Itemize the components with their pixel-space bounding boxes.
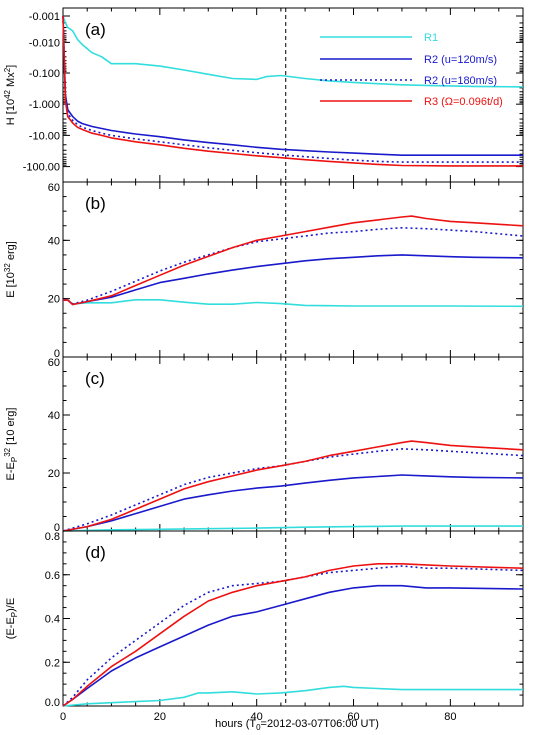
- series-line-r3: [62, 440, 524, 532]
- y-axis-title-part: 42: [3, 89, 12, 98]
- y-tick-label: -100.00: [23, 162, 60, 174]
- y-axis-title-part: (E-E: [5, 617, 17, 639]
- y-tick-label: -0.010: [29, 37, 60, 49]
- y-tick-label: -10.00: [29, 130, 60, 142]
- series-line-r2-u180: [63, 227, 524, 305]
- y-tick-label: 0.4: [45, 614, 60, 626]
- y-tick-label: -1.000: [29, 99, 60, 111]
- series-line-r2-u120: [62, 15, 523, 156]
- y-axis-title-part: E [10: [5, 272, 17, 298]
- x-axis-title-main: hours (T: [215, 718, 256, 730]
- y-tick-label: 0: [54, 348, 60, 360]
- y-tick-label: 0.8: [45, 531, 60, 543]
- y-tick-label: 40: [48, 410, 60, 422]
- y-tick-label: 60: [48, 182, 60, 194]
- series-line-r3: [63, 215, 524, 306]
- panel-label: (d): [85, 543, 106, 562]
- y-tick-label: 40: [48, 235, 60, 247]
- legend-entry-r1: R1: [320, 32, 438, 44]
- series-line-r2-u120: [62, 474, 524, 532]
- y-axis-title-part: E-E: [5, 462, 17, 480]
- panel-d: 0 20 40 60 80 0.0 0.2 0.4 0.6 0.8 (d) (E-EP)/E: [5, 530, 524, 723]
- series-line-r2-u180: [62, 448, 524, 532]
- series-line-r1: [62, 685, 523, 707]
- y-tick-label: -0.001: [29, 11, 60, 23]
- panel-label: (c): [85, 369, 105, 388]
- legend-label-r3: R3 (Ω=0.096t/d): [424, 96, 503, 108]
- panel-label: (a): [85, 20, 106, 39]
- series-line-r1: [63, 298, 524, 308]
- panel-label: (b): [85, 194, 106, 213]
- series-line-r2-u120: [62, 584, 524, 707]
- y-axis-title-part: 2: [3, 67, 12, 72]
- panel-c: 0 20 40 60 (c) E-EP32 [10 erg]: [3, 356, 524, 534]
- x-tick-label: 80: [444, 711, 456, 723]
- x-tick-label: 20: [154, 711, 166, 723]
- y-axis-title-part: Mx: [5, 72, 17, 90]
- y-axis-title-part: erg]: [5, 241, 17, 263]
- series-line-r2-u180: [62, 15, 523, 163]
- panel-frame: [62, 181, 524, 358]
- panel-a: -0.001 -0.010 -0.100 -1.000 -10.00 -100.00 (a)…: [3, 7, 524, 183]
- x-axis-title-sub: 0: [256, 723, 261, 732]
- legend-label-r1: R1: [424, 32, 438, 44]
- y-axis-title: E-EP32 [10 erg]: [3, 408, 19, 481]
- y-axis-title-part: H [10: [5, 99, 17, 125]
- y-axis-title-part: )/E: [5, 598, 17, 612]
- x-axis-title: hours (T0=2012-03-07T06:00 UT): [215, 718, 379, 732]
- legend-label-r2-u180: R2 (u=180m/s): [424, 75, 497, 87]
- legend-label-r2-u120: R2 (u=120m/s): [424, 54, 497, 66]
- y-axis-title-part: 32: [3, 447, 12, 456]
- legend: R1 R2 (u=120m/s) R2 (u=180m/s) R3 (Ω=0.0…: [320, 32, 503, 108]
- panel-b: 0 20 40 60 (b) E [1032 erg]: [3, 181, 524, 360]
- series-line-r3: [62, 15, 523, 167]
- legend-entry-r2-u120: R2 (u=120m/s): [320, 54, 497, 66]
- y-tick-label: -0.100: [29, 68, 60, 80]
- series-line-r1: [62, 525, 523, 532]
- y-axis-title-part: erg]: [5, 408, 17, 430]
- y-tick-label: 20: [48, 294, 60, 306]
- y-tick-label: 60: [48, 357, 60, 369]
- y-axis-title-part: ]: [5, 65, 17, 68]
- y-tick-label: 20: [48, 468, 60, 480]
- legend-entry-r2-u180: R2 (u=180m/s): [320, 75, 497, 87]
- x-tick-label: 40: [251, 711, 263, 723]
- series-line-r3: [62, 562, 524, 707]
- panel-frame: [62, 356, 524, 532]
- y-axis-title-part: 32: [3, 263, 12, 272]
- x-axis-title-rest: =2012-03-07T06:00 UT): [261, 718, 379, 730]
- y-tick-label: 0.2: [45, 657, 60, 669]
- y-tick-label: 0: [54, 522, 60, 534]
- y-axis-title: (E-EP)/E: [5, 598, 19, 639]
- y-axis-title: H [1042 Mx2]: [3, 65, 17, 125]
- y-axis-title-part: [10: [5, 430, 17, 448]
- y-tick-label: 0.6: [45, 570, 60, 582]
- series-line-r2-u180: [62, 565, 524, 707]
- y-tick-label: 0.0: [45, 697, 60, 709]
- x-tick-label: 0: [60, 711, 66, 723]
- y-axis-title: E [1032 erg]: [3, 241, 17, 298]
- series-line-r2-u120: [63, 254, 524, 306]
- y-axis-title-part: P: [10, 457, 19, 462]
- panel-frame: [62, 530, 524, 707]
- series-line-r1: [62, 15, 524, 88]
- y-axis-title-part: P: [10, 612, 19, 617]
- legend-entry-r3: R3 (Ω=0.096t/d): [320, 96, 503, 108]
- panels: -0.001 -0.010 -0.100 -1.000 -10.00 -100.00 (a)…: [3, 7, 524, 723]
- x-tick-label: 60: [347, 711, 359, 723]
